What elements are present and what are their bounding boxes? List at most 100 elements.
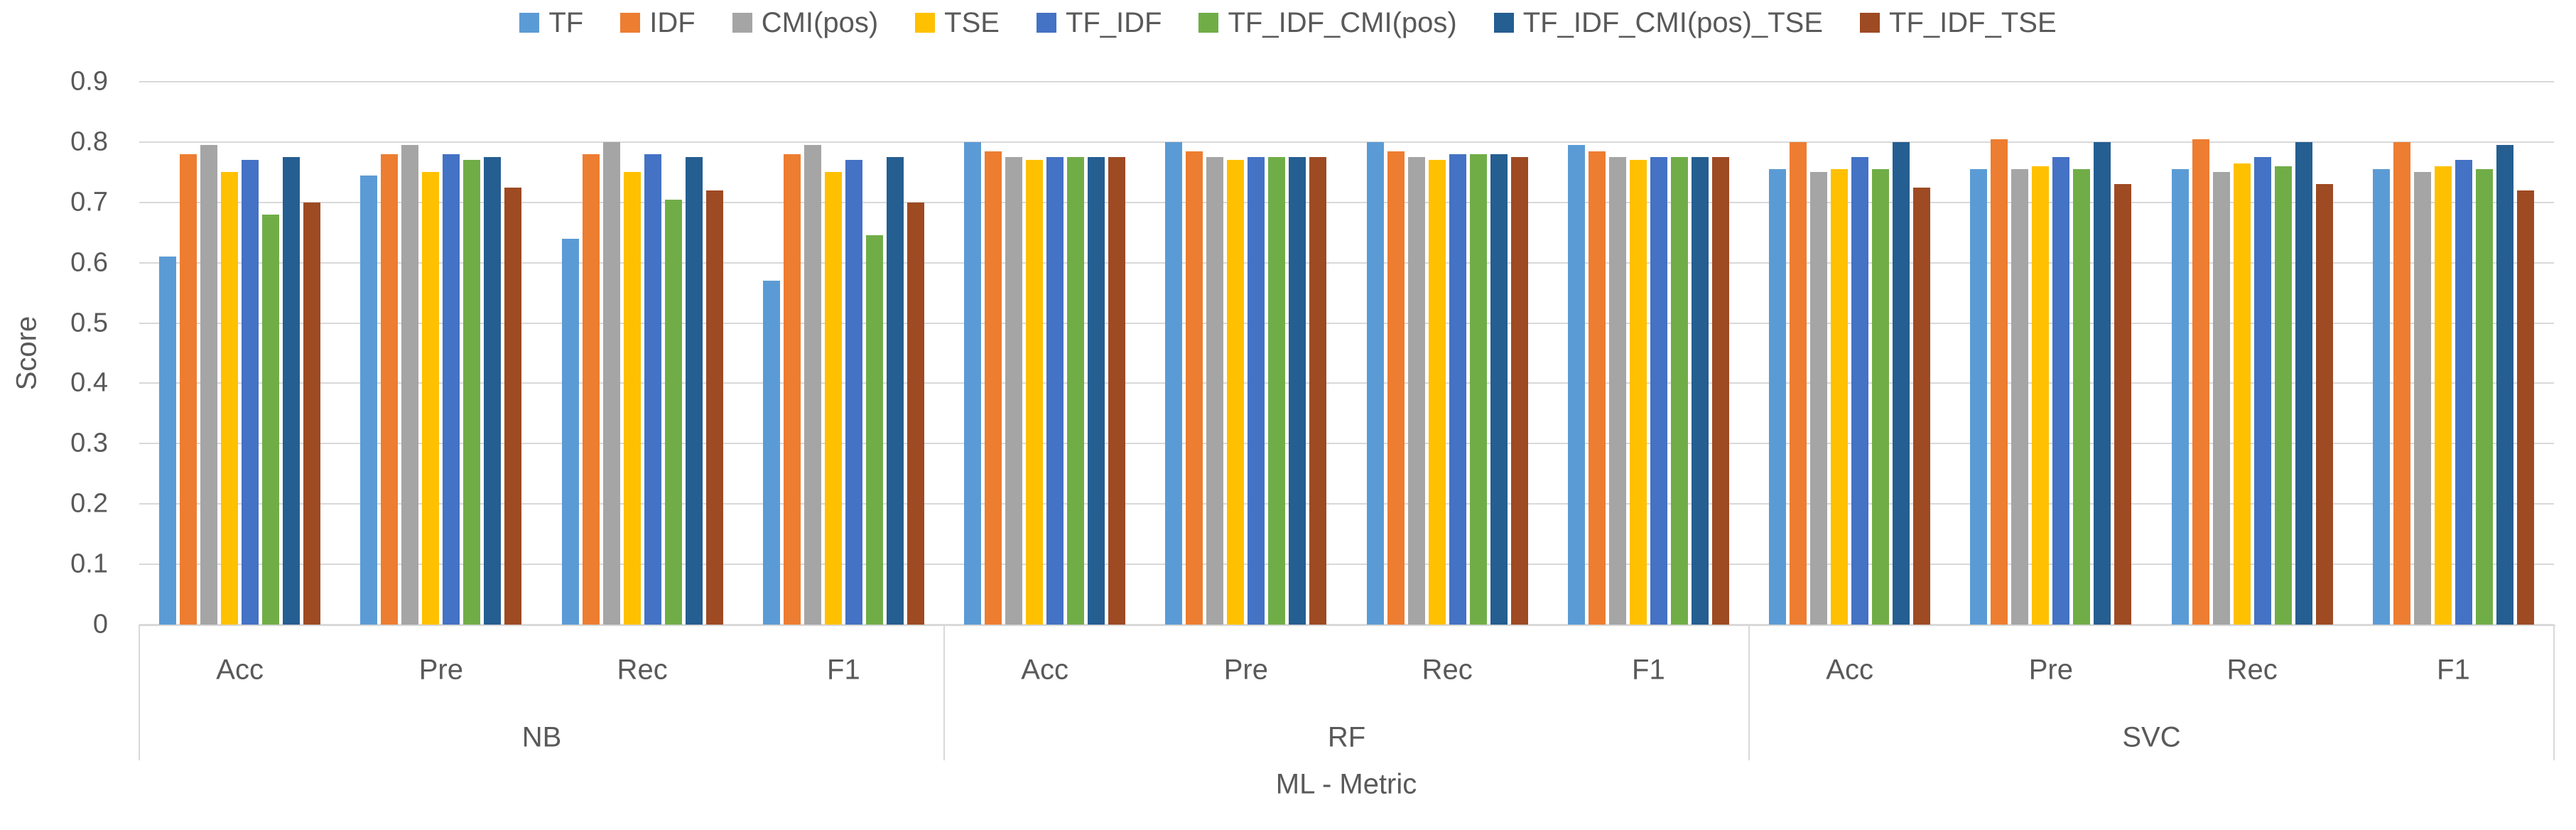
x-axis-group-separator <box>2553 625 2555 760</box>
bar-cluster-NB-Acc <box>139 82 340 625</box>
y-tick-label: 0.5 <box>70 308 108 338</box>
gridline <box>139 382 2554 384</box>
gridline <box>139 503 2554 505</box>
bar-cluster-NB-Pre <box>340 82 541 625</box>
legend-item-CMI(pos): CMI(pos) <box>732 7 878 39</box>
bar-TF_IDF_CMI(pos)-NB-Pre <box>463 160 481 625</box>
x-metric-label: Rec <box>1422 654 1473 686</box>
bar-cluster-SVC-Pre <box>1950 82 2151 625</box>
bar-TSE-SVC-Rec <box>2233 163 2251 625</box>
gridline <box>139 81 2554 82</box>
bar-TF_IDF_CMI(pos)_TSE-NB-Rec <box>685 157 703 625</box>
bar-TF-NB-Rec <box>561 238 579 625</box>
bar-IDF-SVC-Pre <box>1991 139 2008 625</box>
bar-TF_IDF_CMI(pos)_TSE-SVC-Pre <box>2094 141 2111 625</box>
chart-legend: TF IDF CMI(pos) TSE TF_IDF TF_IDF_CMI(pos) TF_… <box>0 4 2576 41</box>
legend-item-TF: TF <box>519 7 583 39</box>
bar-TF_IDF_TSE-RF-Acc <box>1108 157 1126 625</box>
bar-cluster-RF-F1 <box>1548 82 1749 625</box>
bar-TF_IDF_CMI(pos)_TSE-RF-F1 <box>1691 157 1709 625</box>
bar-TF_IDF_CMI(pos)-NB-Rec <box>664 199 682 625</box>
bar-CMI(pos)-RF-F1 <box>1608 157 1626 625</box>
bar-IDF-RF-F1 <box>1588 151 1606 625</box>
legend-label: TF <box>548 6 584 38</box>
x-metric-label: Pre <box>1223 654 1268 686</box>
bar-TF_IDF_CMI(pos)-SVC-Pre <box>2073 169 2091 625</box>
bar-TF_IDF_CMI(pos)-RF-Rec <box>1469 153 1487 625</box>
bar-TSE-RF-F1 <box>1629 160 1647 625</box>
x-metric-label: Acc <box>216 654 264 686</box>
x-metric-label: Acc <box>1021 654 1068 686</box>
bar-cluster-SVC-F1 <box>2353 82 2554 625</box>
gridline <box>139 141 2554 143</box>
bar-TF_IDF_TSE-SVC-F1 <box>2516 190 2534 625</box>
bar-cluster-RF-Pre <box>1145 82 1346 625</box>
legend-swatch-icon <box>1036 13 1056 33</box>
bar-TF_IDF-NB-Acc <box>242 160 259 625</box>
bar-TF-SVC-Pre <box>1970 169 1988 625</box>
x-metric-label: F1 <box>1632 654 1665 686</box>
bar-TF_IDF_TSE-NB-F1 <box>907 202 924 625</box>
bar-CMI(pos)-NB-F1 <box>803 145 821 625</box>
legend-swatch-icon <box>620 13 641 33</box>
x-metric-label: Rec <box>2226 654 2278 686</box>
y-tick-label: 0.7 <box>70 187 108 217</box>
bar-cluster-RF-Acc <box>944 82 1145 625</box>
gridline <box>139 443 2554 445</box>
legend-item-TF_IDF_TSE: TF_IDF_TSE <box>1860 7 2057 39</box>
bar-TSE-SVC-Pre <box>2032 166 2050 625</box>
x-axis-group-separator <box>1748 625 1750 760</box>
legend-swatch-icon <box>1198 13 1219 33</box>
x-metric-label: F1 <box>2437 654 2470 686</box>
bar-TF_IDF-NB-Pre <box>443 153 460 625</box>
bar-TF-RF-Acc <box>964 141 982 625</box>
bar-cluster-NB-F1 <box>743 82 944 625</box>
y-tick-label: 0.1 <box>70 549 108 579</box>
bar-CMI(pos)-SVC-F1 <box>2413 172 2431 625</box>
legend-label: TF_IDF_CMI(pos) <box>1228 6 1457 38</box>
x-axis-line <box>139 625 2555 626</box>
bar-TF-SVC-Acc <box>1769 169 1787 625</box>
bar-TF-NB-F1 <box>762 281 780 625</box>
bar-TF_IDF_TSE-NB-Pre <box>504 187 522 625</box>
x-metric-label: F1 <box>827 654 860 686</box>
bar-TF_IDF_CMI(pos)_TSE-SVC-Acc <box>1893 141 1910 625</box>
bar-TF_IDF-RF-Rec <box>1449 153 1466 625</box>
bar-TSE-NB-Pre <box>422 172 440 625</box>
bar-TF_IDF_CMI(pos)_TSE-RF-Rec <box>1490 153 1508 625</box>
bar-TF-RF-Rec <box>1366 141 1384 625</box>
bar-TF-SVC-F1 <box>2372 169 2390 625</box>
bar-TF_IDF_CMI(pos)-RF-Acc <box>1067 157 1085 625</box>
x-axis-title: ML - Metric <box>1275 768 1417 800</box>
x-group-label: SVC <box>2122 721 2181 753</box>
bar-TF_IDF-SVC-Acc <box>1851 157 1869 625</box>
bar-CMI(pos)-RF-Pre <box>1206 157 1224 625</box>
y-tick-label: 0.2 <box>70 488 108 519</box>
legend-label: CMI(pos) <box>761 6 879 38</box>
y-tick-label: 0 <box>92 609 108 640</box>
legend-label: IDF <box>649 6 696 38</box>
bar-IDF-NB-Rec <box>582 153 600 625</box>
bar-IDF-NB-F1 <box>783 153 801 625</box>
legend-item-TF_IDF_CMI(pos)_TSE: TF_IDF_CMI(pos)_TSE <box>1493 7 1823 39</box>
x-metric-label: Rec <box>617 654 668 686</box>
x-axis-group-separator <box>943 625 945 760</box>
bar-IDF-NB-Acc <box>180 153 197 625</box>
bar-TF_IDF_TSE-SVC-Rec <box>2315 184 2333 625</box>
bar-IDF-NB-Pre <box>381 153 399 625</box>
plot-area <box>139 81 2554 625</box>
bar-TF_IDF_CMI(pos)-NB-F1 <box>865 235 883 625</box>
bar-IDF-RF-Rec <box>1387 151 1405 625</box>
bar-CMI(pos)-SVC-Pre <box>2011 169 2029 625</box>
bar-CMI(pos)-NB-Pre <box>401 145 419 625</box>
bar-TF_IDF_CMI(pos)-RF-F1 <box>1670 157 1688 625</box>
legend-swatch-icon <box>732 13 752 33</box>
bar-cluster-SVC-Acc <box>1749 82 1950 625</box>
legend-item-TSE: TSE <box>915 7 1000 39</box>
legend-label: TSE <box>944 6 1000 38</box>
bar-TF_IDF_CMI(pos)-RF-Pre <box>1268 157 1286 625</box>
gridline <box>139 322 2554 324</box>
bar-TF_IDF_CMI(pos)_TSE-NB-F1 <box>886 157 904 625</box>
bar-TF-SVC-Rec <box>2171 169 2189 625</box>
